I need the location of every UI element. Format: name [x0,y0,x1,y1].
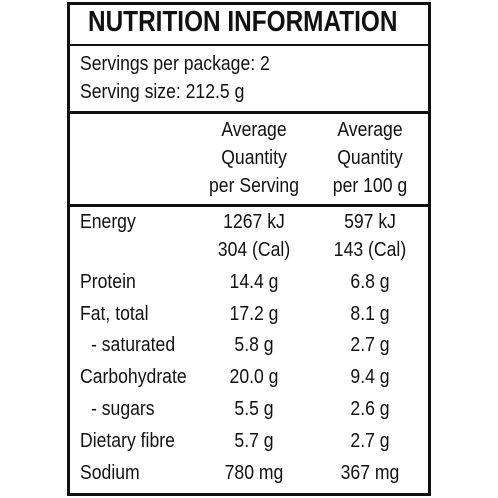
per-100g-value: 6.8 g [350,270,390,293]
per-100g-value: 2.7 g [350,429,390,452]
per-serving-value: 304 (Cal) [217,239,291,261]
per-100g-value: 2.6 g [350,398,390,420]
per-serving-value: 17.2 g [229,302,279,325]
nutrient-label: - sugars [91,398,155,420]
column-header: Average [221,119,287,141]
per-serving-value: 780 mg [224,461,284,484]
divider [70,44,428,46]
title: NUTRITION INFORMATION [88,6,398,38]
nutrient-label: Protein [80,270,136,293]
divider [70,204,428,207]
column-header: per Serving [208,175,300,197]
divider [70,111,428,114]
nutrient-label: - saturated [91,334,176,357]
nutrient-label: Dietary fibre [80,429,175,452]
column-header: Average [337,119,403,141]
per-100g-value: 597 kJ [344,211,396,233]
nutrient-label: Sodium [80,461,140,484]
nutrient-label: Fat, total [80,302,149,325]
per-100g-value: 2.7 g [350,334,390,357]
serving-info: Servings per package: 2 [80,53,270,75]
per-serving-value: 14.4 g [229,270,279,293]
label-border [67,2,431,496]
per-100g-value: 143 (Cal) [333,239,407,261]
column-header: per 100 g [332,175,408,197]
per-100g-value: 367 mg [340,461,400,484]
nutrient-label: Energy [80,211,136,233]
per-serving-value: 5.5 g [234,398,274,420]
per-serving-value: 1267 kJ [223,211,285,233]
column-header: Quantity [337,147,403,169]
column-header: Quantity [221,147,287,169]
per-serving-value: 5.8 g [234,334,274,357]
nutrient-label: Carbohydrate [80,366,187,389]
serving-info: Serving size: 212.5 g [80,81,245,103]
per-serving-value: 20.0 g [229,366,279,389]
per-100g-value: 9.4 g [350,366,390,389]
per-100g-value: 8.1 g [350,302,390,325]
per-serving-value: 5.7 g [234,429,274,452]
